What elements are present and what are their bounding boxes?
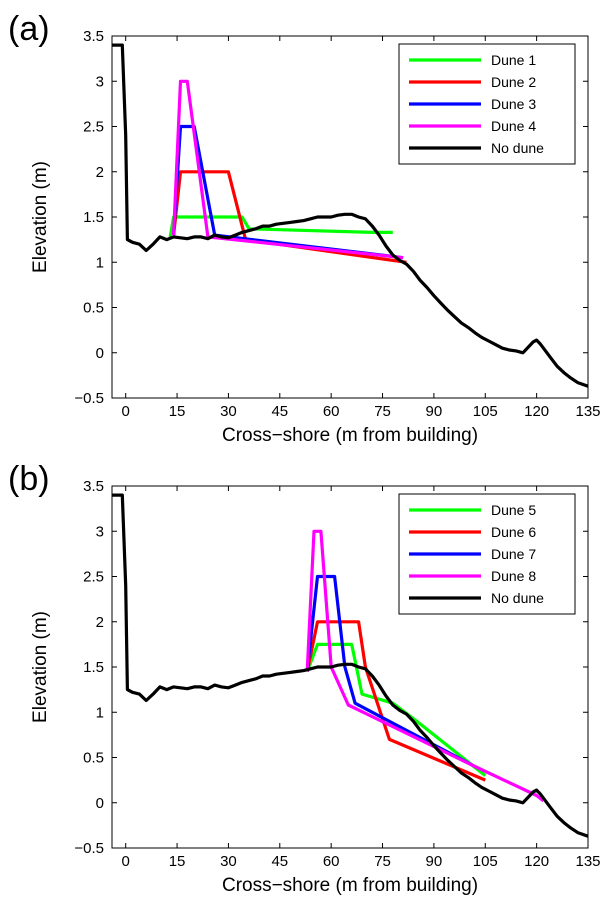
legend-label: Dune 4: [491, 118, 536, 134]
series-line-dune-5: [305, 642, 487, 777]
y-tick-label: 2: [96, 164, 104, 181]
y-tick-label: 3.5: [83, 478, 104, 495]
x-tick-label: 60: [323, 853, 340, 870]
y-tick-label: 1.5: [83, 209, 104, 226]
legend: Dune 1 Dune 2 Dune 3 Dune 4 No dune: [398, 43, 576, 165]
x-tick-label: 60: [323, 403, 340, 420]
legend-label: Dune 3: [491, 96, 536, 112]
legend-label: Dune 1: [491, 52, 536, 68]
y-tick-label: 2.5: [83, 119, 104, 136]
legend-label: Dune 5: [491, 502, 536, 518]
x-tick-label: 105: [473, 403, 498, 420]
legend-label: Dune 6: [491, 524, 536, 540]
y-tick-label: 0: [96, 795, 104, 812]
series-line-dune-6: [305, 620, 486, 782]
x-tick-label: 75: [374, 403, 391, 420]
panel-label: (b): [8, 460, 50, 498]
y-tick-label: 1: [96, 254, 104, 271]
x-tick-label: 0: [122, 403, 130, 420]
x-tick-label: 90: [426, 403, 443, 420]
legend: Dune 5 Dune 6 Dune 7 Dune 8 No dune: [398, 493, 576, 615]
x-tick-label: 15: [169, 853, 186, 870]
x-tick-label: 75: [374, 853, 391, 870]
legend-label: No dune: [491, 140, 544, 156]
legend-label: No dune: [491, 590, 544, 606]
x-axis-label: Cross−shore (m from building): [222, 875, 478, 896]
x-tick-label: 135: [575, 403, 600, 420]
y-axis-label: Elevation (m): [30, 161, 51, 273]
series-line-no-dune: [112, 493, 588, 838]
x-tick-label: 120: [524, 403, 549, 420]
series-line-no-dune: [112, 43, 588, 388]
y-tick-label: 3: [96, 523, 104, 540]
y-tick-label: 0: [96, 345, 104, 362]
y-tick-label: −0.5: [74, 390, 104, 407]
panel-label: (a): [8, 10, 50, 48]
y-tick-label: 2.5: [83, 569, 104, 586]
series-line-dune-7: [305, 574, 476, 768]
legend-label: Dune 8: [491, 568, 536, 584]
legend-label: Dune 2: [491, 74, 536, 90]
x-tick-label: 45: [271, 403, 288, 420]
x-tick-label: 45: [271, 853, 288, 870]
legend-label: Dune 7: [491, 546, 536, 562]
x-tick-label: 105: [473, 853, 498, 870]
x-tick-label: 0: [122, 853, 130, 870]
x-axis-label: Cross−shore (m from building): [222, 425, 478, 446]
y-tick-label: 3.5: [83, 28, 104, 45]
series-line-dune-8: [305, 529, 545, 803]
series-line-dune-4: [172, 79, 404, 260]
x-tick-label: 30: [220, 853, 237, 870]
y-tick-label: 1.5: [83, 659, 104, 676]
y-tick-label: 0.5: [83, 750, 104, 767]
chart-panel-2: 0 15 30 45 60 75 90 105 120 135 −0.5 0 0.5 1 1.5 2 2.5 3 3…: [8, 460, 601, 896]
y-tick-label: 3: [96, 73, 104, 90]
x-tick-label: 15: [169, 403, 186, 420]
x-tick-label: 30: [220, 403, 237, 420]
y-axis-label: Elevation (m): [30, 611, 51, 723]
y-tick-label: −0.5: [74, 840, 104, 857]
y-tick-label: 0.5: [83, 300, 104, 317]
x-tick-label: 135: [575, 853, 600, 870]
chart-panel-1: 0 15 30 45 60 75 90 105 120 135 −0.5 0 0.5 1 1.5 2 2.5 3 3…: [8, 10, 601, 446]
x-tick-label: 90: [426, 853, 443, 870]
x-tick-label: 120: [524, 853, 549, 870]
y-tick-label: 1: [96, 704, 104, 721]
y-tick-label: 2: [96, 614, 104, 631]
